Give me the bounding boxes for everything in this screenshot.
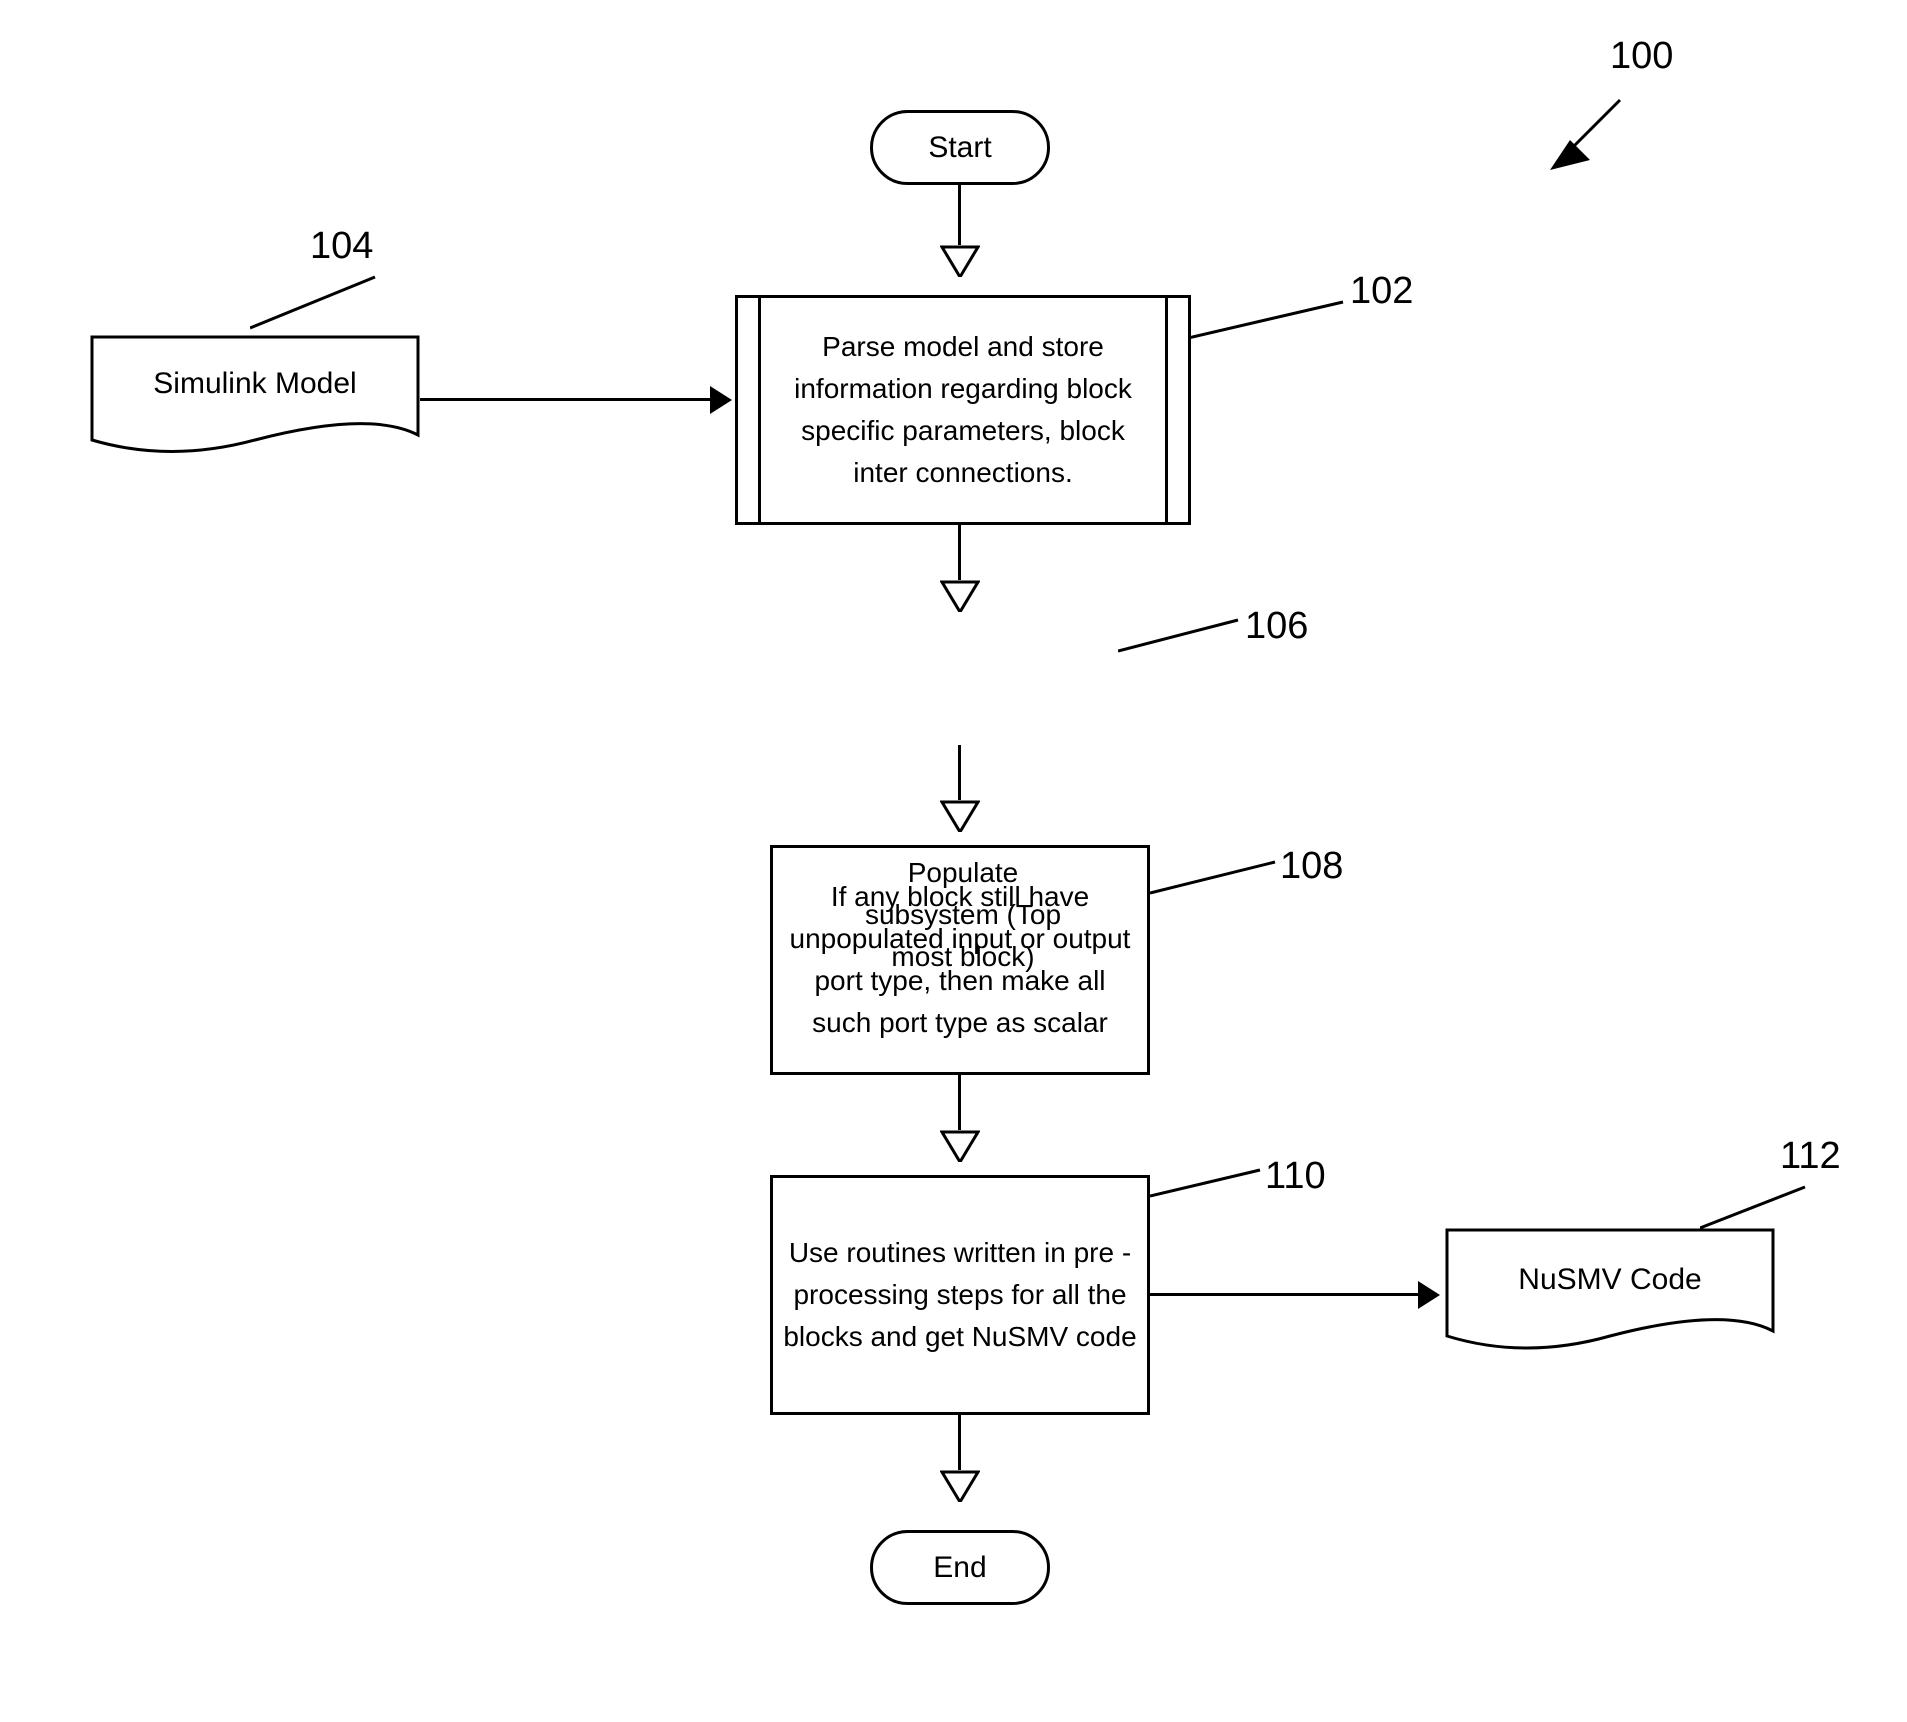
check-ports-ref-label: 108 xyxy=(1280,845,1343,888)
figure-label: 100 xyxy=(1610,35,1673,78)
arrow-head-icon xyxy=(940,1470,980,1507)
parse-process: Parse model and store information regard… xyxy=(738,295,1188,525)
start-label: Start xyxy=(928,131,991,165)
callout-line xyxy=(1118,618,1243,653)
flowchart-container: 100 Start Parse model and store informat… xyxy=(0,0,1907,1722)
arrow-head-icon xyxy=(940,1130,980,1167)
arrow-line xyxy=(958,1075,961,1130)
nusmv-document: NuSMV Code xyxy=(1445,1228,1775,1363)
parse-label: Parse model and store information regard… xyxy=(748,326,1178,494)
arrow-head-icon xyxy=(1418,1281,1440,1309)
arrow-line xyxy=(420,398,710,401)
arrow-line xyxy=(958,525,961,580)
callout-line xyxy=(1188,300,1348,340)
callout-line xyxy=(250,275,380,330)
start-terminator: Start xyxy=(870,110,1050,185)
arrow-head-icon xyxy=(940,800,980,837)
arrow-head-icon xyxy=(710,386,732,414)
routines-process: Use routines written in pre - processing… xyxy=(770,1175,1150,1415)
arrow-line xyxy=(1150,1293,1418,1296)
parse-ref-label: 102 xyxy=(1350,270,1413,313)
simulink-ref-label: 104 xyxy=(310,225,373,268)
arrow-line xyxy=(958,185,961,245)
populate-ref-label: 106 xyxy=(1245,605,1308,648)
figure-arrow-icon xyxy=(1540,90,1630,180)
simulink-document: Simulink Model xyxy=(90,335,420,465)
arrow-head-icon xyxy=(940,580,980,617)
callout-line xyxy=(1150,860,1280,895)
callout-line xyxy=(1150,1168,1265,1198)
nusmv-ref-label: 112 xyxy=(1780,1135,1841,1178)
callout-line xyxy=(1700,1185,1810,1230)
simulink-label: Simulink Model xyxy=(90,335,420,401)
end-label: End xyxy=(933,1551,986,1585)
routines-label: Use routines written in pre - processing… xyxy=(783,1232,1137,1358)
arrow-line xyxy=(958,1415,961,1470)
routines-ref-label: 110 xyxy=(1265,1155,1326,1198)
populate-label: Populate subsystem (Top most block) xyxy=(818,852,1108,978)
arrow-line xyxy=(958,745,961,800)
arrow-head-icon xyxy=(940,245,980,282)
end-terminator: End xyxy=(870,1530,1050,1605)
populate-process: Populate subsystem (Top most block) xyxy=(808,855,1118,975)
nusmv-label: NuSMV Code xyxy=(1445,1228,1775,1297)
